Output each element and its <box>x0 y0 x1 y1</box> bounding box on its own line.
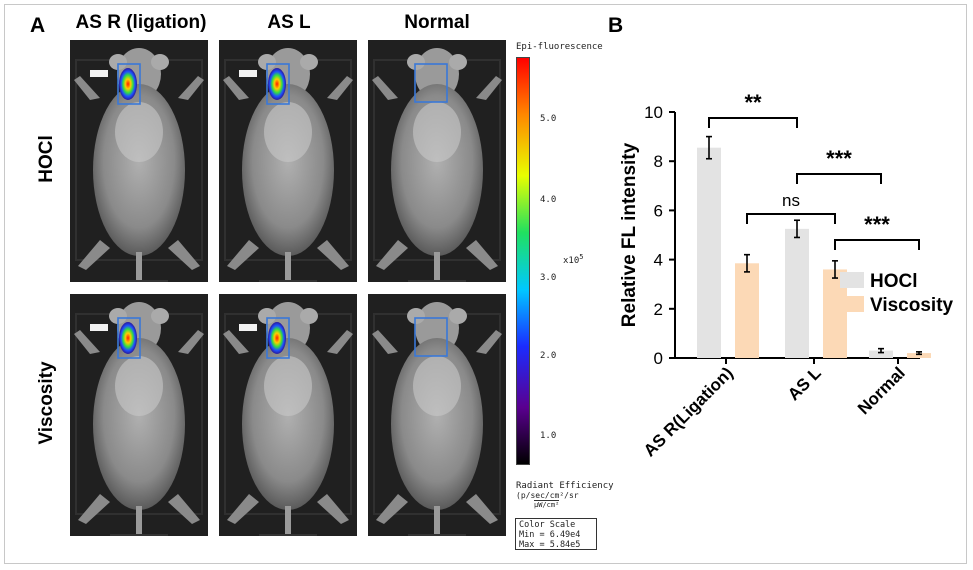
colorbar-unit-title: Radiant Efficiency <box>516 481 614 491</box>
y-tick-label: 10 <box>644 103 663 122</box>
y-tick-label: 0 <box>654 349 663 368</box>
sig-bracket-3-label: *** <box>826 146 852 171</box>
panel-label-a: A <box>30 14 46 37</box>
sig-bracket-1-label: ** <box>744 90 762 115</box>
sig-bracket-2-label: ns <box>782 191 800 210</box>
color-scale-min: Min = 6.49e4 <box>519 530 581 540</box>
row-label-viscosity: Viscosity <box>36 361 57 445</box>
mouse-image-hocl-normal <box>368 40 506 282</box>
y-axis-label: Relative FL intensity <box>619 142 640 327</box>
x-tick-label: AS R(Ligation) <box>640 363 737 460</box>
bar-viscosity-2 <box>907 353 931 358</box>
y-tick-label: 8 <box>654 152 663 171</box>
column-title-normal: Normal <box>404 12 470 33</box>
row-label-hocl: HOCl <box>36 135 57 183</box>
y-tick-label: 2 <box>654 300 663 319</box>
sig-bracket-3-line <box>796 173 882 184</box>
sig-bracket-2-line <box>746 213 836 224</box>
colorbar-tick-5: 5.0 <box>540 114 557 124</box>
sig-bracket-1-line <box>708 117 798 128</box>
mouse-image-viscosity-as-l <box>219 294 357 536</box>
colorbar-tick-2: 2.0 <box>540 351 557 361</box>
x-tick-label: AS L <box>784 363 825 404</box>
column-title-as-r: AS R (ligation) <box>75 12 207 33</box>
colorbar-unit-numerator: (p/sec/cm²/sr <box>516 491 579 500</box>
colorbar-unit-denominator: μW/cm² <box>534 500 560 509</box>
color-scale-max: Max = 5.84e5 <box>519 540 581 550</box>
bar-hocl-2 <box>869 350 893 358</box>
bar-hocl-0 <box>697 147 721 358</box>
mouse-image-hocl-as-r <box>70 40 208 282</box>
mouse-image-viscosity-as-r <box>70 294 208 536</box>
x-tick-label: Normal <box>854 363 909 418</box>
column-title-as-l: AS L <box>267 12 311 33</box>
legend-swatch-viscosity <box>840 296 864 312</box>
color-scale-box: Color Scale Min = 6.49e4 Max = 5.84e5 <box>515 518 597 550</box>
legend-swatch-hocl <box>840 272 864 288</box>
mouse-image-viscosity-normal <box>368 294 506 536</box>
panel-label-b: B <box>608 14 624 37</box>
y-tick-label: 4 <box>654 251 663 270</box>
figure-frame <box>4 4 967 564</box>
colorbar-tick-1: 1.0 <box>540 431 557 441</box>
bar-viscosity-0 <box>735 263 759 358</box>
bar-chart: 0 2 4 6 8 10 Relative FL intensity AS R(Ligatio… <box>619 90 954 460</box>
sig-bracket-4-label: *** <box>864 212 890 237</box>
color-scale-title: Color Scale <box>519 520 576 530</box>
colorbar-tick-4: 4.0 <box>540 195 557 205</box>
colorbar-tick-3: 3.0 <box>540 273 557 283</box>
y-tick-label: 6 <box>654 201 663 220</box>
colorbar-title: Epi-fluorescence <box>516 42 603 52</box>
sig-bracket-4-line <box>834 239 920 250</box>
mouse-image-hocl-as-l <box>219 40 357 282</box>
colorbar-exponent: x105 <box>563 253 584 266</box>
legend-label-viscosity: Viscosity <box>870 295 954 316</box>
bar-hocl-1 <box>785 228 809 358</box>
legend-label-hocl: HOCl <box>870 271 918 292</box>
colorbar-gradient <box>516 57 530 465</box>
